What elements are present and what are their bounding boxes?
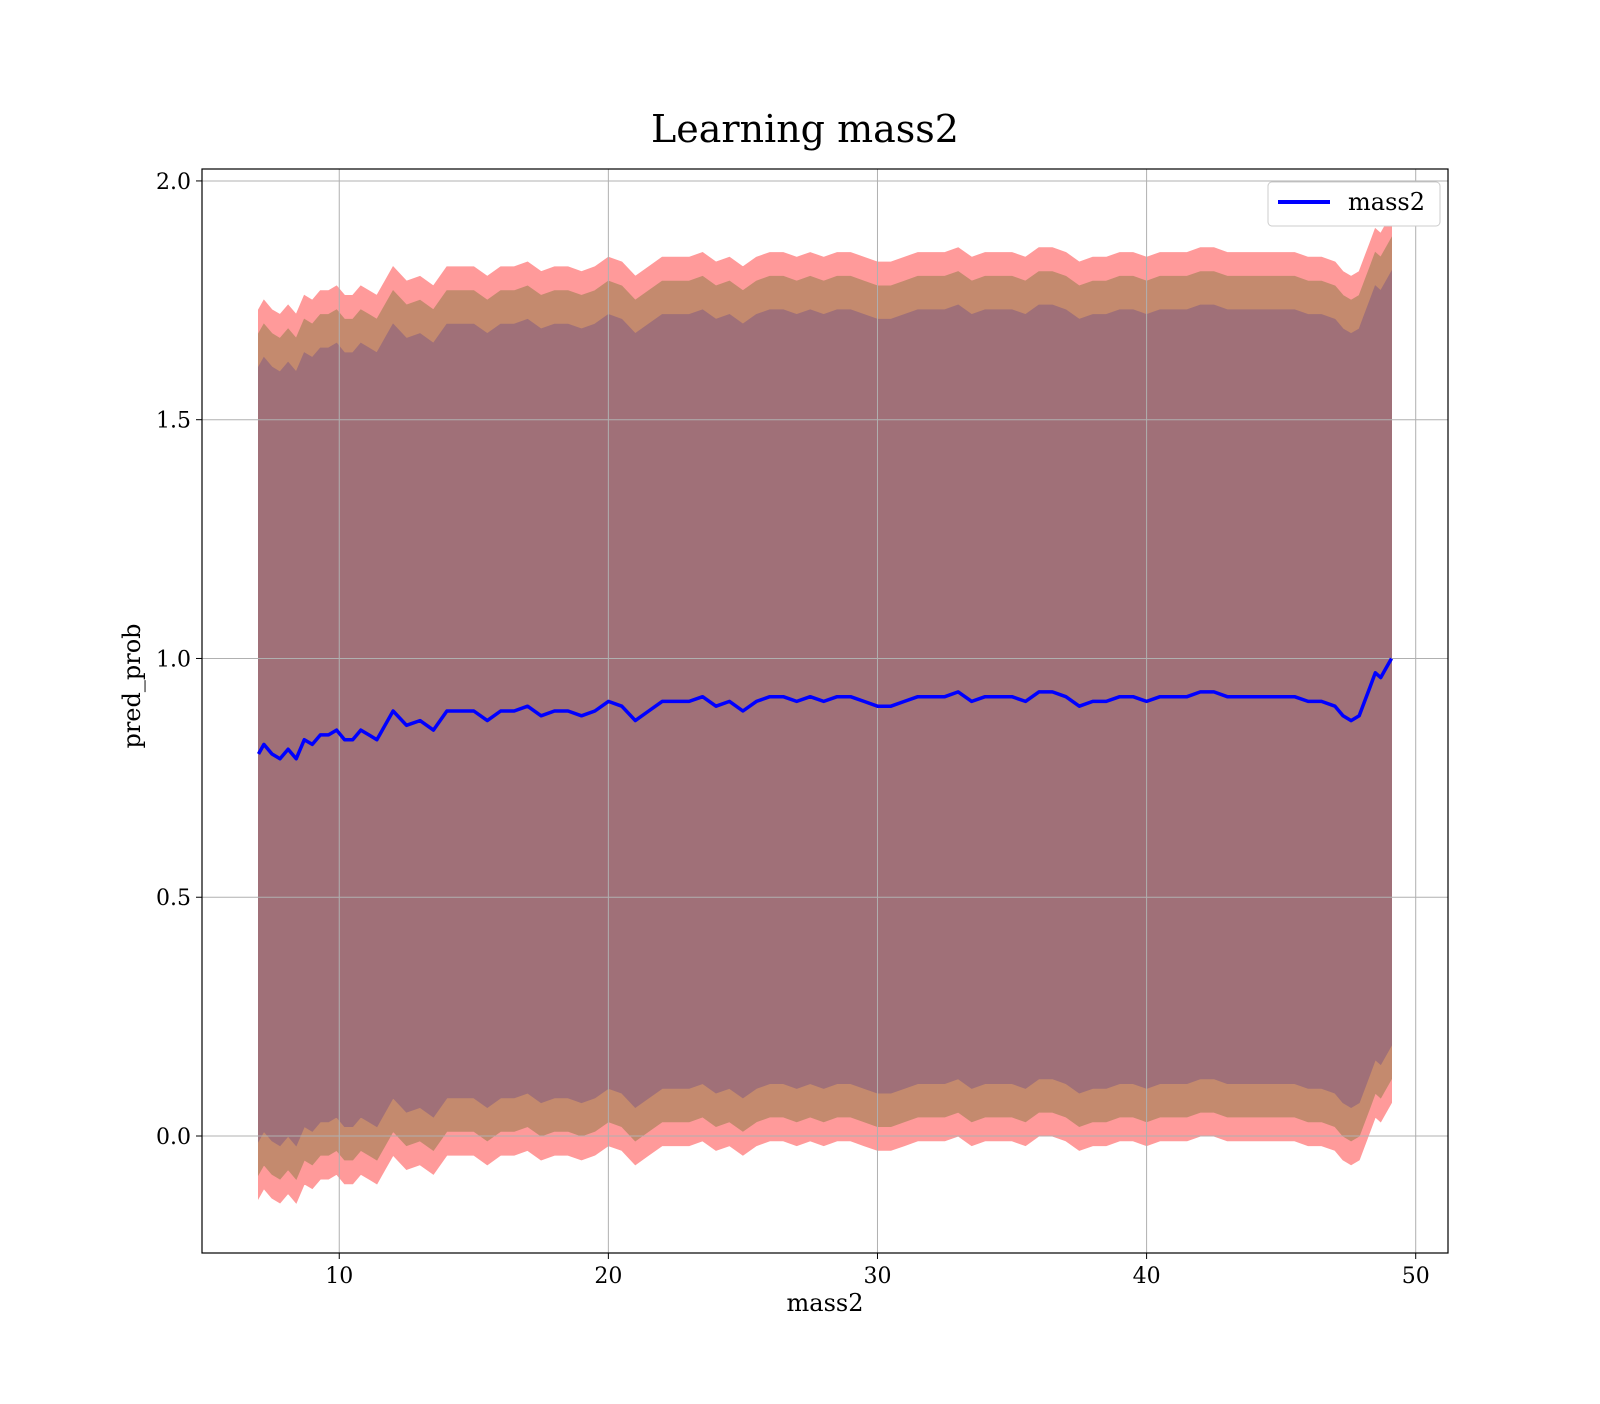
grid-lines <box>202 169 1448 1253</box>
legend: mass2 <box>1267 181 1441 227</box>
x-tick-label: 40 <box>1133 1264 1161 1289</box>
x-tick-label: 20 <box>594 1264 622 1289</box>
x-tick-label: 30 <box>863 1264 891 1289</box>
x-tick-label: 10 <box>325 1264 353 1289</box>
y-tick-label: 0.0 <box>156 1125 191 1150</box>
series-line-mass2 <box>256 657 1394 761</box>
y-tick-label: 1.0 <box>156 647 191 672</box>
y-tick-label: 0.5 <box>156 886 191 911</box>
y-tick-label: 1.5 <box>156 409 191 434</box>
x-tick-label: 50 <box>1402 1264 1430 1289</box>
confidence-bands <box>258 212 1392 1204</box>
y-tick-label: 2.0 <box>156 170 191 195</box>
x-axis-label: mass2 <box>787 1289 864 1317</box>
plot-frame <box>201 168 1449 1254</box>
legend-box <box>1267 181 1441 227</box>
legend-label: mass2 <box>1348 188 1425 216</box>
y-axis-label: pred_prob <box>118 623 146 748</box>
chart-title: Learning mass2 <box>651 107 959 151</box>
band-inner <box>258 269 1392 1147</box>
series-lines <box>256 657 1394 761</box>
axis-ticks: 10 20 30 40 50 0.0 0.5 1.0 1.5 2.0 <box>156 170 1430 1289</box>
